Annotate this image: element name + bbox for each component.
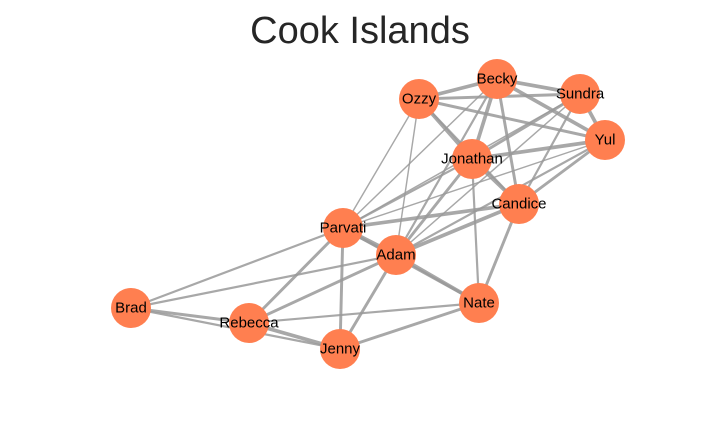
node-circle-becky [477,59,517,99]
edge-candice-parvati [341,202,521,230]
edge-ozzy-adam [395,98,420,256]
node-circle-parvati [323,208,363,248]
node-yul: Yul [585,120,625,160]
node-jonathan: Jonathan [441,139,503,179]
node-nate: Nate [459,283,499,323]
node-label-adam: Adam [376,247,415,264]
edge-ozzy-parvati [342,98,420,229]
node-label-nate: Nate [463,295,495,312]
node-circle-jonathan [452,139,492,179]
graph-title: Cook Islands [250,10,470,52]
node-label-jenny: Jenny [320,341,361,358]
node-circle-rebecca [229,303,269,343]
edge-becky-yul [495,77,607,142]
node-adam: Adam [376,235,416,275]
node-circle-brad [111,288,151,328]
edge-adam-brad [129,253,398,310]
node-ozzy: Ozzy [399,79,439,119]
node-label-candice: Candice [491,196,546,213]
node-circle-adam [376,235,416,275]
node-rebecca: Rebecca [219,303,279,343]
node-jenny: Jenny [320,329,361,369]
node-candice: Candice [491,184,547,224]
edge-becky-candice [495,77,521,206]
edge-parvati-brad [129,226,345,310]
edge-candice-adam [394,202,521,257]
node-circle-nate [459,283,499,323]
node-circle-sundra [560,74,600,114]
node-label-brad: Brad [115,300,147,317]
node-brad: Brad [111,288,151,328]
edge-adam-rebecca [247,253,398,325]
node-layer: Ozzy Becky Sundra Yul Jonathan Candice Parvati… [111,59,625,369]
edge-jonathan-adam [394,157,474,257]
node-label-jonathan: Jonathan [441,151,503,168]
edge-nate-rebecca [247,301,481,325]
node-sundra: Sundra [556,74,605,114]
node-label-parvati: Parvati [320,220,367,237]
edge-becky-adam [394,77,499,257]
edge-nate-jenny [338,301,481,351]
node-circle-candice [499,184,539,224]
edge-jonathan-parvati [341,157,474,230]
node-becky: Becky [477,59,518,99]
node-circle-jenny [320,329,360,369]
node-circle-ozzy [399,79,439,119]
edge-becky-parvati [342,78,498,229]
node-label-yul: Yul [595,132,616,149]
edge-parvati-jenny [338,226,345,351]
node-label-rebecca: Rebecca [219,315,279,332]
node-label-ozzy: Ozzy [402,91,437,108]
edge-yul-jonathan [470,138,607,161]
edge-jonathan-nate [470,157,481,305]
node-label-sundra: Sundra [556,86,605,103]
node-circle-yul [585,120,625,160]
node-parvati: Parvati [320,208,367,248]
edge-ozzy-yul [417,97,607,142]
node-label-becky: Becky [477,71,518,88]
